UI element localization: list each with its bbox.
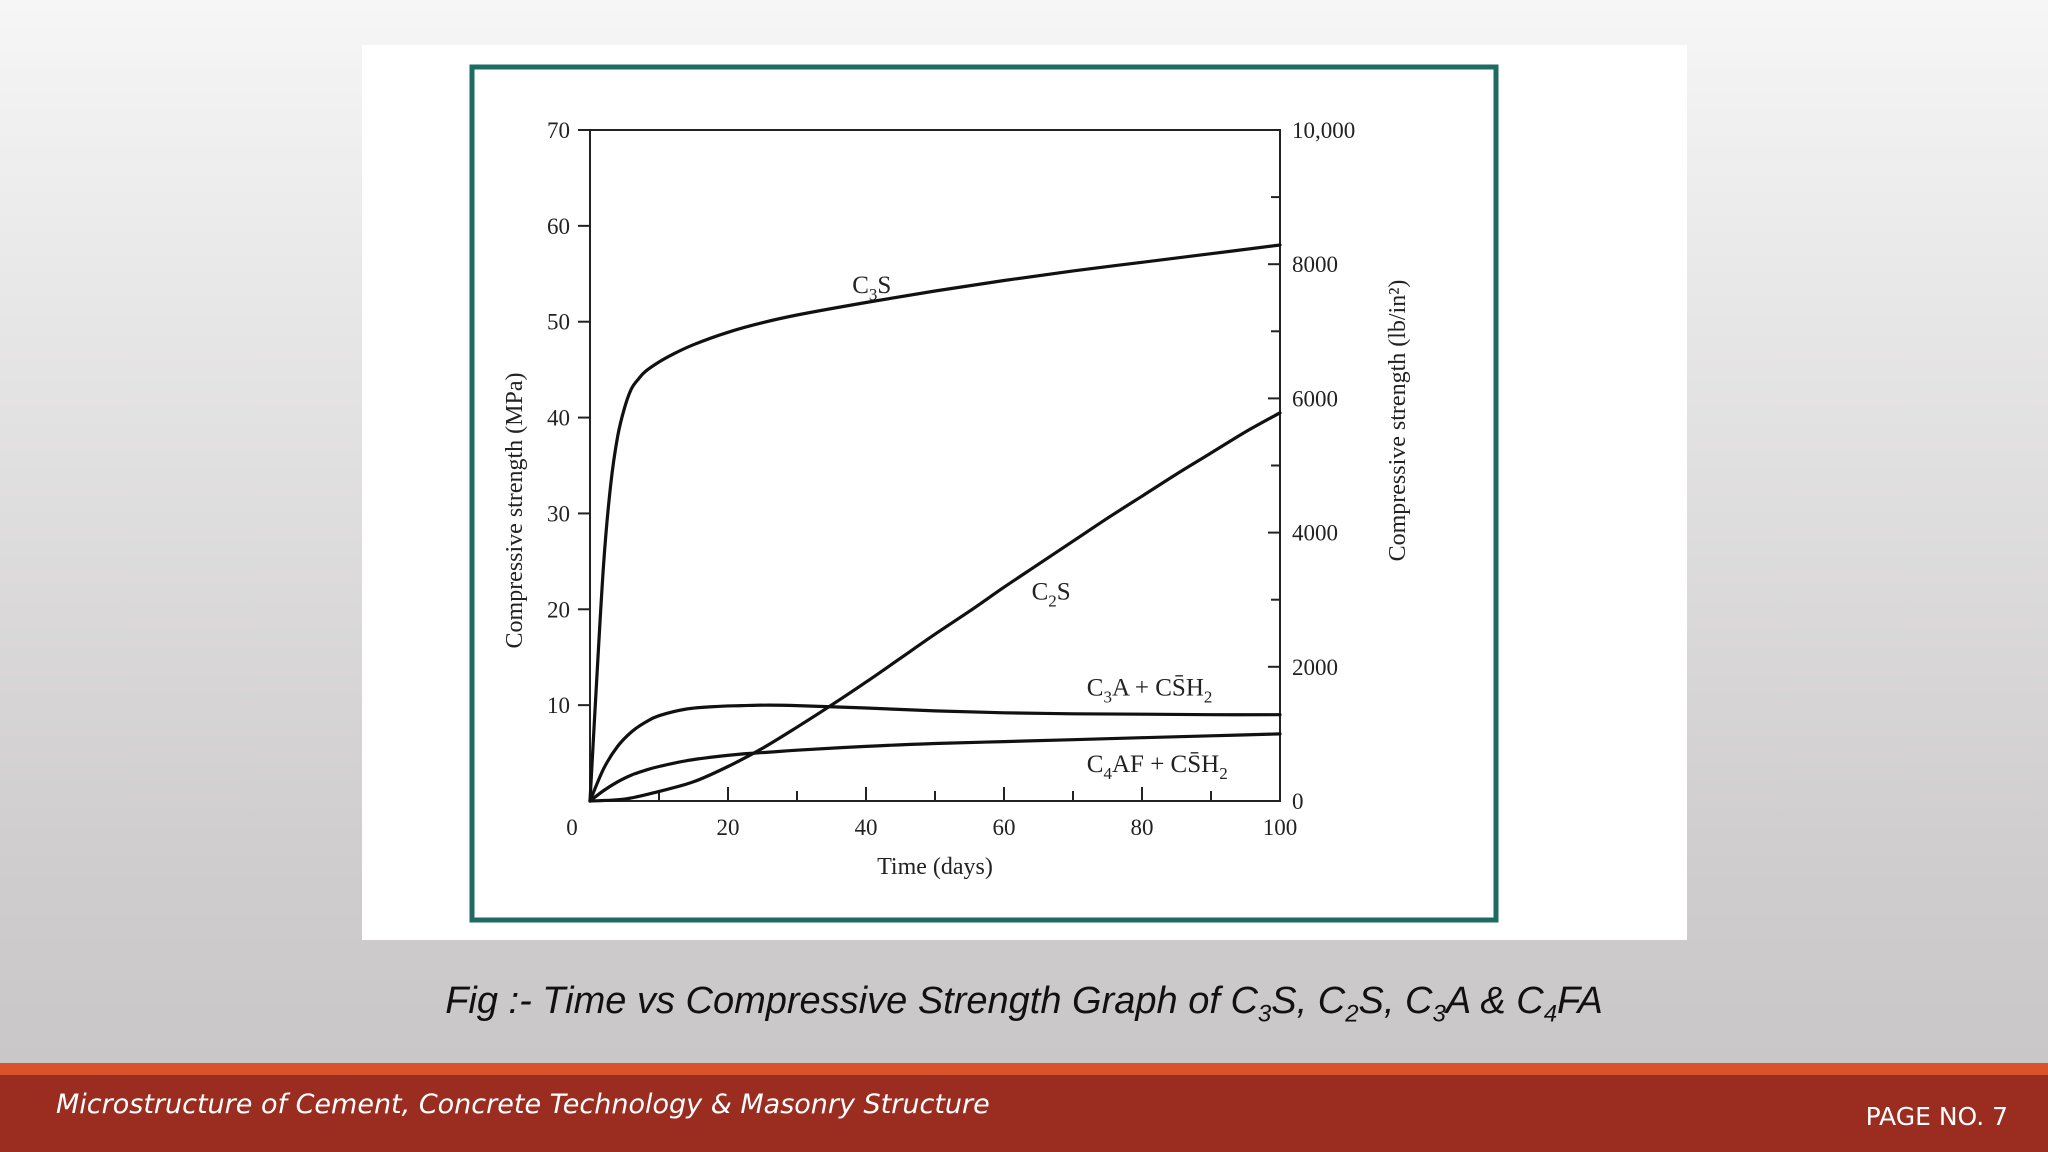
chart-series [588,243,1282,803]
x-tick-label: 40 [855,815,878,840]
chart-axes: 0 20 40 60 80 100 10 20 30 40 50 60 70 0 2000 4000 6000 8… [502,118,1411,880]
series-line-0 [588,243,1282,803]
chart-frame [469,64,1499,923]
series-label-1: C2S [1032,579,1071,611]
y2-axis-title: Compressive strength (lb/in²) [1385,280,1411,562]
x-tick-label: 80 [1131,815,1154,840]
series-label-0: C3S [852,272,891,304]
series-label-2: C3A + CS̄H2 [1087,675,1213,707]
y-tick-label: 60 [547,214,570,239]
x-tick-label: 100 [1263,815,1298,840]
y2-tick-label: 10,000 [1292,118,1355,143]
caption-formula-3: C4FA [1516,980,1603,1028]
series-line-1 [588,411,1282,803]
y2-tick-label: 0 [1292,789,1304,814]
caption-formula-0: C3S, [1230,980,1318,1028]
page-number: PAGE NO. 7 [1865,1102,2008,1131]
y-tick-label: 40 [547,406,570,431]
x-axis-title: Time (days) [877,854,993,880]
series-label-3: C4AF + CS̄H2 [1087,751,1228,783]
y-tick-label: 70 [547,118,570,143]
chart-labels: C3S C2S C3A + CS̄H2 C4AF + CS̄H2 [852,272,1227,783]
x-tick-label: 60 [993,815,1016,840]
caption-formula-2: C3A & [1405,980,1517,1028]
y-axis-title: Compressive strength (MPa) [502,373,528,649]
caption-formula-1: C2S, [1317,980,1406,1028]
strength-chart: 0 20 40 60 80 100 10 20 30 40 50 60 70 0 2000 4000 6000 8… [469,64,1499,923]
footer-accent [0,1063,2048,1075]
caption-formulas: C3S, C2S, C3A & C4FA [1230,980,1603,1028]
y2-tick-label: 8000 [1292,252,1338,277]
series-line-3 [588,732,1282,803]
footer-bar [0,1075,2048,1152]
y2-tick-label: 6000 [1292,386,1338,411]
y-tick-label: 50 [547,310,570,335]
figure-caption: Fig :- Time vs Compressive Strength Grap… [0,980,2048,1029]
x-tick-label: 20 [717,815,740,840]
series-line-2 [588,703,1282,803]
footer-title: Microstructure of Cement, Concrete Techn… [56,1089,990,1120]
y2-tick-label: 2000 [1292,655,1338,680]
caption-prefix: Fig :- Time vs Compressive Strength Grap… [445,980,1231,1022]
y-tick-label: 30 [547,501,570,526]
y-tick-label: 20 [547,597,570,622]
y-tick-label: 10 [547,693,570,718]
figure-panel: 0 20 40 60 80 100 10 20 30 40 50 60 70 0 2000 4000 6000 8… [362,45,1687,940]
x-tick-label: 0 [566,815,578,840]
y2-tick-label: 4000 [1292,521,1338,546]
